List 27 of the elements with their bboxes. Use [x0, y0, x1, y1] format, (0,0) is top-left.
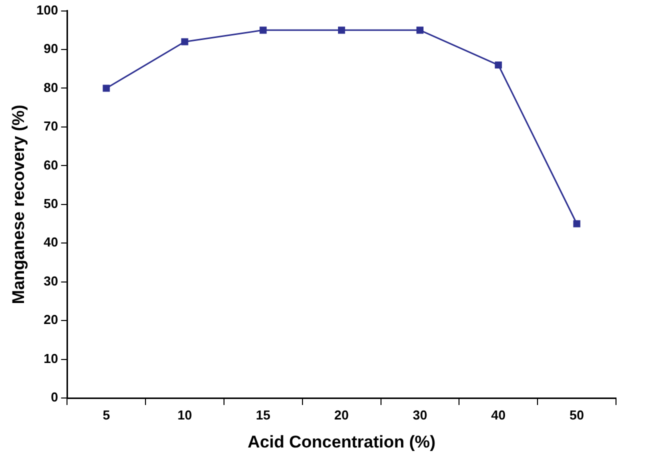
x-tick-label: 50 — [570, 407, 584, 422]
y-tick-label: 60 — [44, 157, 58, 172]
y-tick-label: 100 — [36, 2, 58, 18]
x-tick-label: 10 — [177, 407, 192, 422]
x-axis-title: Acid Concentration (%) — [248, 432, 436, 452]
y-tick-label: 70 — [44, 118, 58, 134]
x-tick-label: 15 — [256, 407, 270, 422]
point — [181, 38, 188, 46]
x-tick-label: 5 — [102, 407, 110, 422]
x-tick-label: 30 — [412, 407, 428, 422]
point — [494, 61, 502, 69]
y-tick-label: 40 — [44, 234, 58, 250]
point — [102, 84, 110, 92]
y-tick-label: 50 — [44, 196, 58, 211]
y-tick-label: 80 — [44, 80, 58, 95]
point — [338, 26, 346, 34]
point — [416, 26, 424, 34]
y-tick-label: 10 — [44, 350, 58, 366]
y-tick-label: 20 — [44, 312, 58, 328]
y-axis-title: Manganese recovery (%) — [8, 104, 28, 304]
x-tick-label: 20 — [334, 407, 349, 422]
y-tick-label: 30 — [44, 273, 58, 288]
x-tick-label: 40 — [491, 407, 506, 422]
point — [260, 26, 267, 34]
y-tick-label: 0 — [50, 390, 58, 405]
y-tick-label: 90 — [44, 41, 58, 56]
point — [573, 220, 580, 228]
